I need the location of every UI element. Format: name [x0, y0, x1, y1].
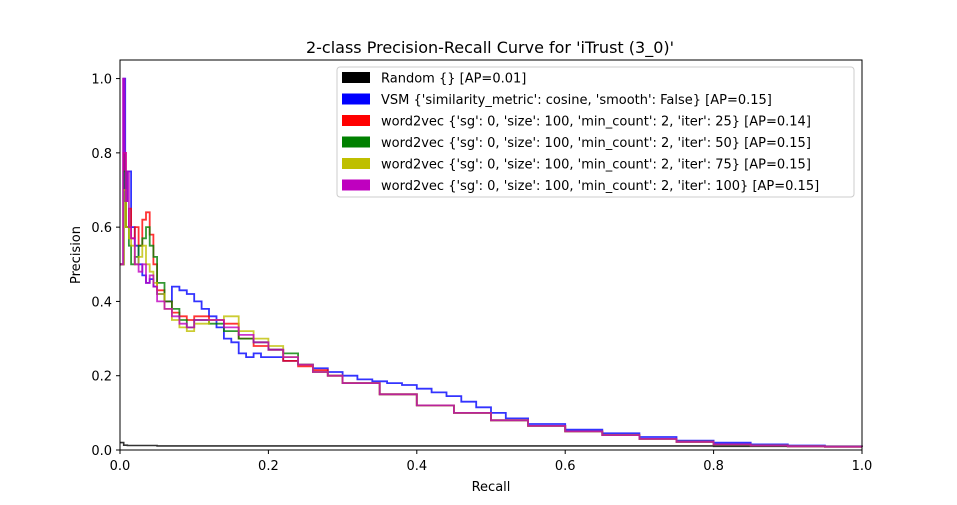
- x-tick-label: 1.0: [852, 459, 873, 474]
- legend: Random {} [AP=0.01] VSM {'similarity_metr…: [336, 66, 855, 198]
- plot-frame: [119, 59, 863, 451]
- legend-box: [336, 66, 855, 198]
- y-tick-label: 0.6: [91, 221, 112, 236]
- y-tick-label: 0.8: [91, 147, 112, 162]
- legend-entries: Random {} [AP=0.01] VSM {'similarity_metr…: [342, 72, 819, 194]
- legend-swatch-3: [342, 136, 370, 148]
- legend-swatch-0: [342, 72, 370, 83]
- legend-label-0: Random {} [AP=0.01]: [381, 72, 526, 87]
- legend-swatch-5: [342, 179, 370, 191]
- y-axis-label: Precision: [69, 226, 84, 284]
- x-tick-label: 0.4: [406, 459, 427, 474]
- x-axis-label: Recall: [472, 480, 511, 495]
- x-tick-label: 0.2: [258, 459, 279, 474]
- legend-swatch-2: [342, 115, 370, 126]
- legend-swatch-4: [342, 158, 370, 169]
- chart-title: 2-class Precision-Recall Curve for 'iTru…: [306, 38, 674, 58]
- legend-label-1: VSM {'similarity_metric': cosine, 'smoot…: [381, 93, 772, 108]
- y-tick-label: 0.2: [91, 370, 112, 385]
- x-axis: 0.0 0.2 0.4 0.6 0.8 1.0: [110, 450, 873, 474]
- legend-label-3: word2vec {'sg': 0, 'size': 100, 'min_cou…: [381, 136, 811, 151]
- x-tick-label: 0.0: [110, 459, 131, 474]
- x-tick-label: 0.6: [555, 459, 576, 474]
- plot-lines: [120, 77, 863, 448]
- y-tick-label: 1.0: [91, 73, 112, 88]
- y-tick-label: 0.0: [91, 444, 112, 459]
- legend-swatch-1: [342, 93, 370, 105]
- y-tick-label: 0.4: [91, 295, 112, 310]
- y-axis: 0.0 0.2 0.4 0.6 0.8 1.0: [91, 73, 120, 459]
- legend-label-2: word2vec {'sg': 0, 'size': 100, 'min_cou…: [381, 115, 811, 130]
- legend-label-4: word2vec {'sg': 0, 'size': 100, 'min_cou…: [381, 158, 811, 173]
- legend-label-5: word2vec {'sg': 0, 'size': 100, 'min_cou…: [381, 179, 819, 194]
- series-line-0: [120, 441, 862, 448]
- series-line-5: [120, 77, 863, 448]
- x-tick-label: 0.8: [703, 459, 724, 474]
